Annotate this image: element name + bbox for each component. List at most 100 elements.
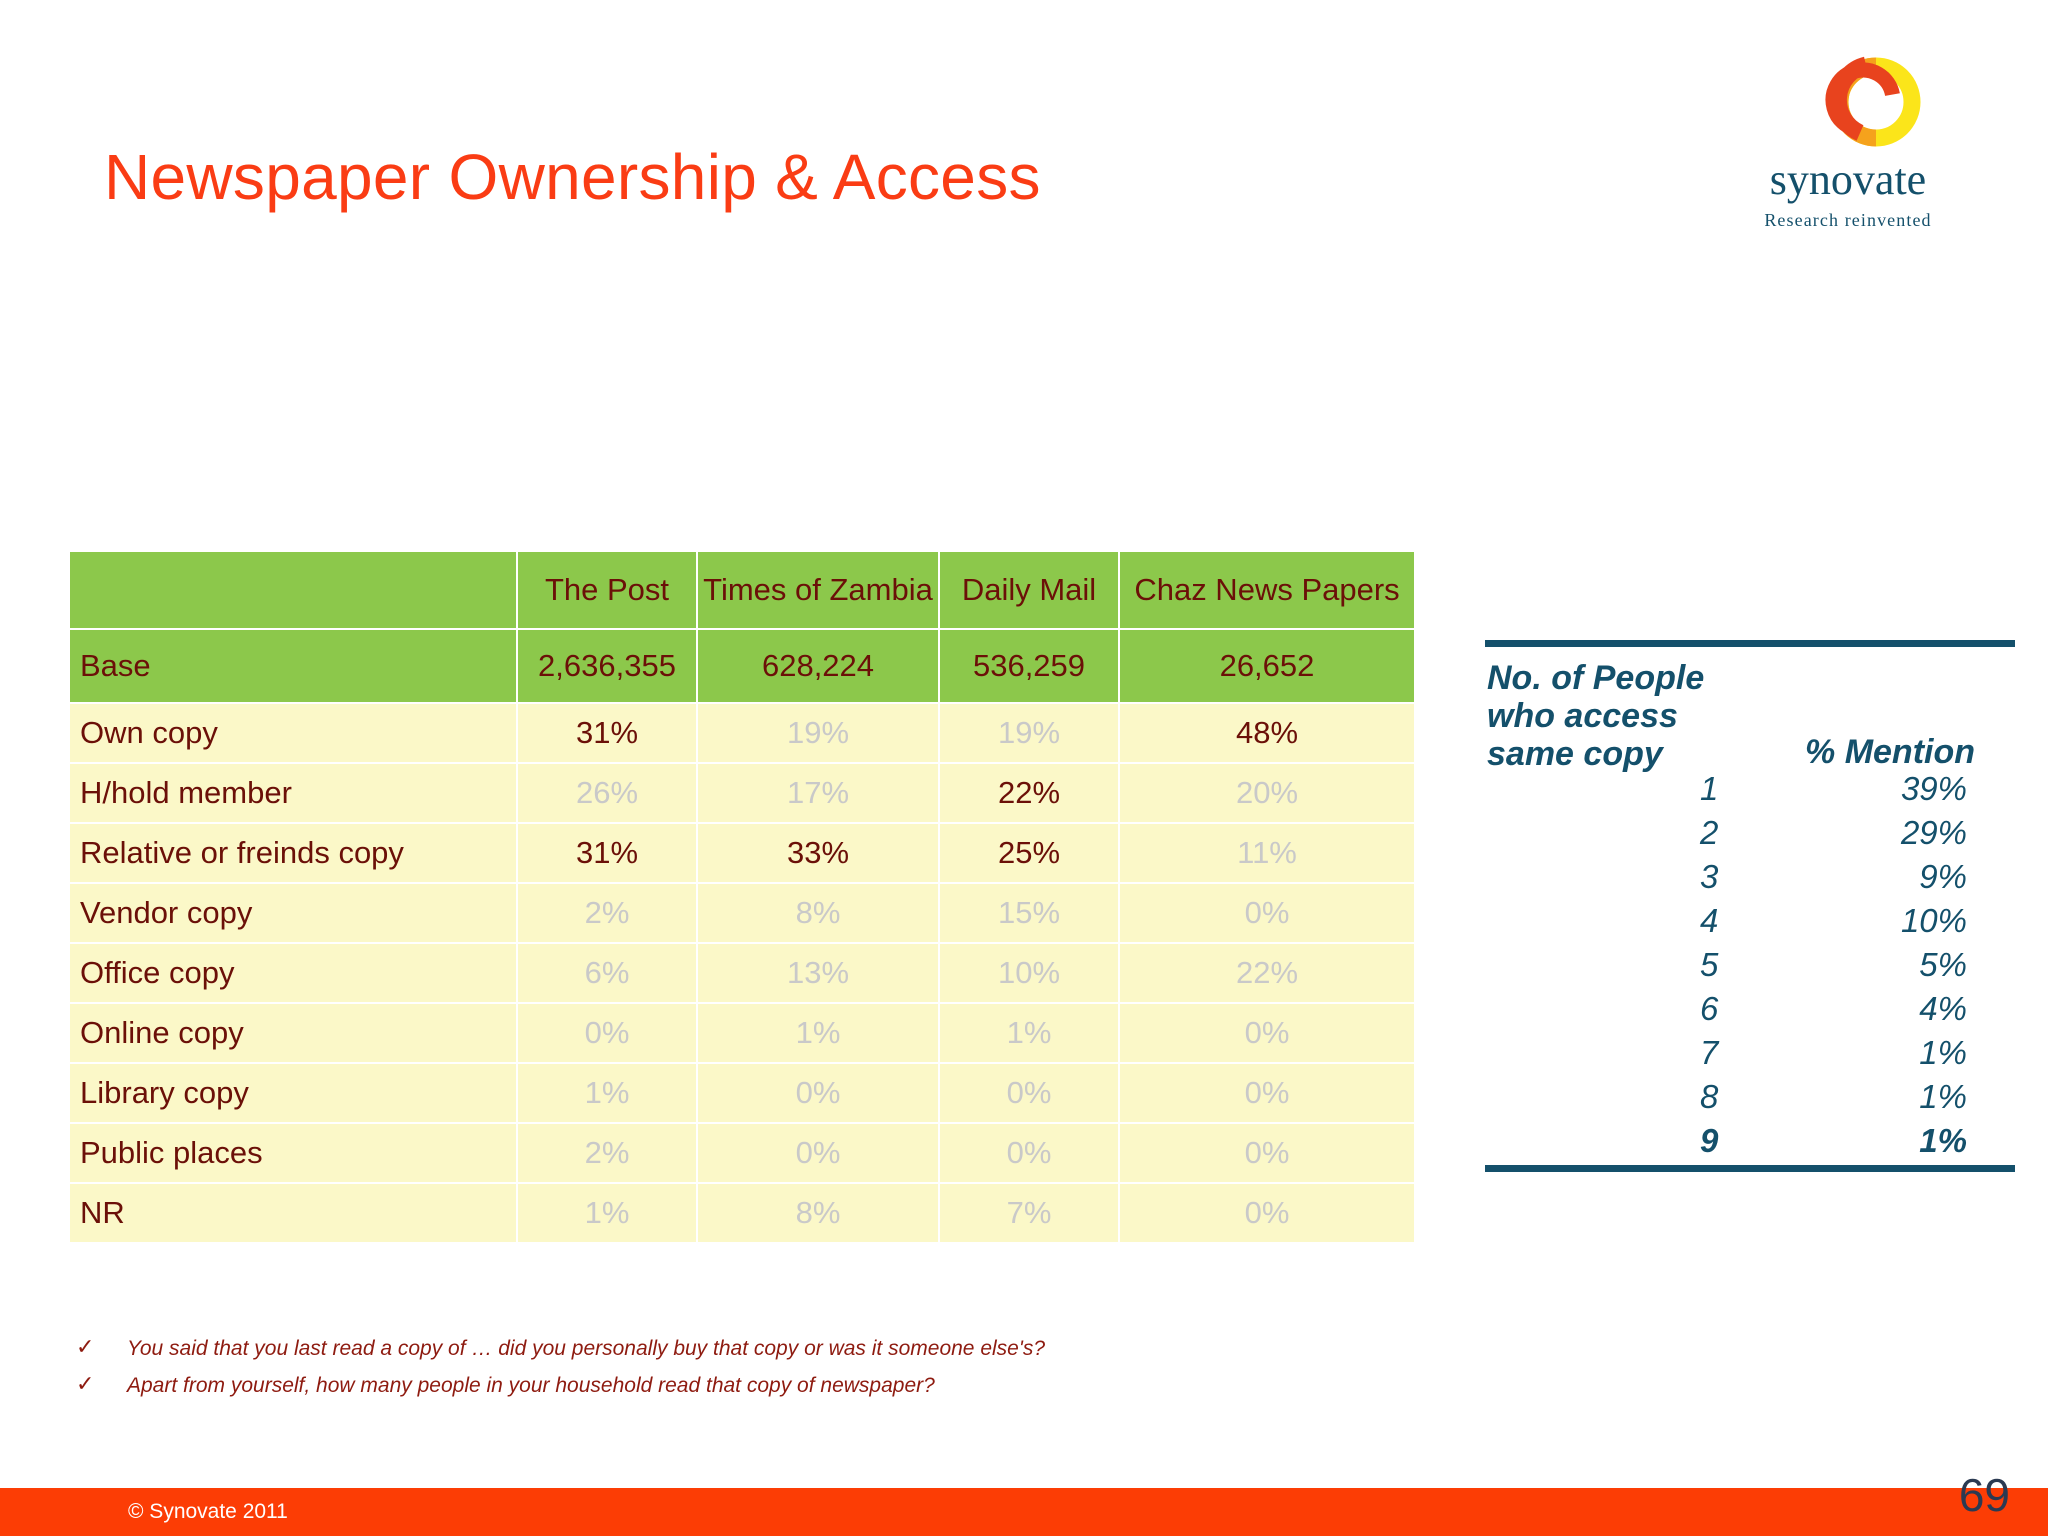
row-label-base: Base bbox=[70, 630, 516, 702]
data-cell: 0% bbox=[698, 1124, 938, 1182]
logo-tagline: Research reinvented bbox=[1764, 210, 1932, 230]
column-header-blank bbox=[70, 552, 516, 628]
access-percent: 1% bbox=[1919, 1034, 1967, 1071]
column-header-times-of-zambia: Times of Zambia bbox=[698, 552, 938, 628]
row-label: Relative or freinds copy bbox=[70, 824, 516, 882]
data-cell: 1% bbox=[518, 1064, 696, 1122]
access-count: 5 bbox=[1700, 946, 1719, 983]
table-row: Public places 2% 0% 0% 0% bbox=[70, 1124, 1414, 1182]
data-cell: 2% bbox=[518, 884, 696, 942]
row-label: Vendor copy bbox=[70, 884, 516, 942]
access-row: 2 29% bbox=[1485, 811, 2015, 855]
page-number: 69 bbox=[1958, 1469, 2010, 1521]
cell-base-daily-mail: 536,259 bbox=[940, 630, 1118, 702]
synovate-logo: synovate Research reinvented bbox=[1728, 54, 1968, 230]
data-cell: 25% bbox=[940, 824, 1118, 882]
footnote-text: You said that you last read a copy of … … bbox=[127, 1337, 1046, 1360]
row-label: Office copy bbox=[70, 944, 516, 1002]
access-count: 2 bbox=[1700, 814, 1719, 851]
cell-base-the-post: 2,636,355 bbox=[518, 630, 696, 702]
access-count: 6 bbox=[1700, 990, 1719, 1027]
data-cell: 0% bbox=[1120, 1184, 1414, 1242]
table-row: Library copy 1% 0% 0% 0% bbox=[70, 1064, 1414, 1122]
ownership-access-table: The Post Times of Zambia Daily Mail Chaz… bbox=[68, 550, 1416, 1244]
data-cell: 22% bbox=[1120, 944, 1414, 1002]
access-row: 3 9% bbox=[1485, 855, 2015, 899]
access-row: 7 1% bbox=[1485, 1031, 2015, 1075]
panel-rule-bottom bbox=[1485, 1165, 2015, 1172]
access-percent: 10% bbox=[1900, 902, 1967, 939]
access-count: 8 bbox=[1700, 1078, 1719, 1115]
data-cell: 1% bbox=[940, 1004, 1118, 1062]
access-count: 4 bbox=[1700, 902, 1719, 939]
table-row: Online copy 0% 1% 1% 0% bbox=[70, 1004, 1414, 1062]
row-label: H/hold member bbox=[70, 764, 516, 822]
table-body: Base 2,636,355 628,224 536,259 26,652 Ow… bbox=[70, 630, 1414, 1242]
access-count: 7 bbox=[1700, 1034, 1719, 1071]
data-cell: 0% bbox=[1120, 1064, 1414, 1122]
panel-heading-right: % Mention bbox=[1805, 733, 1975, 771]
access-table: 1 39% 2 29% 3 9% 4 10% 5 5% 6 4% bbox=[1485, 767, 2015, 1163]
column-header-chaz-news-papers: Chaz News Papers bbox=[1120, 552, 1414, 628]
row-label: Own copy bbox=[70, 704, 516, 762]
data-cell: 20% bbox=[1120, 764, 1414, 822]
synovate-ring-mark bbox=[1816, 54, 1926, 154]
data-cell: 10% bbox=[940, 944, 1118, 1002]
data-cell: 7% bbox=[940, 1184, 1118, 1242]
access-row: 5 5% bbox=[1485, 943, 2015, 987]
data-cell: 13% bbox=[698, 944, 938, 1002]
table-row-base: Base 2,636,355 628,224 536,259 26,652 bbox=[70, 630, 1414, 702]
data-cell: 31% bbox=[518, 704, 696, 762]
data-cell: 26% bbox=[518, 764, 696, 822]
cell-base-times-of-zambia: 628,224 bbox=[698, 630, 938, 702]
access-percent: 4% bbox=[1919, 990, 1967, 1027]
access-count: 1 bbox=[1700, 770, 1719, 807]
access-row: 6 4% bbox=[1485, 987, 2015, 1031]
row-label: Online copy bbox=[70, 1004, 516, 1062]
access-panel: No. of People who access same copy % Men… bbox=[1485, 640, 2015, 1172]
data-cell: 6% bbox=[518, 944, 696, 1002]
data-cell: 11% bbox=[1120, 824, 1414, 882]
data-cell: 8% bbox=[698, 1184, 938, 1242]
panel-rule-top bbox=[1485, 640, 2015, 647]
data-cell: 0% bbox=[1120, 1124, 1414, 1182]
data-cell: 0% bbox=[1120, 884, 1414, 942]
access-row: 1 39% bbox=[1485, 767, 2015, 811]
access-count: 9 bbox=[1700, 1122, 1719, 1159]
access-row: 8 1% bbox=[1485, 1075, 2015, 1119]
data-cell: 48% bbox=[1120, 704, 1414, 762]
data-cell: 17% bbox=[698, 764, 938, 822]
data-cell: 19% bbox=[698, 704, 938, 762]
data-cell: 8% bbox=[698, 884, 938, 942]
footnote-item: ✓ You said that you last read a copy of … bbox=[72, 1334, 1372, 1360]
footer-copyright: © Synovate 2011 bbox=[128, 1500, 288, 1523]
footnote-text: Apart from yourself, how many people in … bbox=[127, 1374, 935, 1397]
panel-heading: No. of People who access same copy % Men… bbox=[1485, 659, 2015, 773]
footnote-item: ✓ Apart from yourself, how many people i… bbox=[72, 1371, 1372, 1397]
table-row: Office copy 6% 13% 10% 22% bbox=[70, 944, 1414, 1002]
data-cell: 0% bbox=[698, 1064, 938, 1122]
column-header-the-post: The Post bbox=[518, 552, 696, 628]
table-row: H/hold member 26% 17% 22% 20% bbox=[70, 764, 1414, 822]
data-cell: 22% bbox=[940, 764, 1118, 822]
access-percent: 9% bbox=[1919, 858, 1967, 895]
table-row: Relative or freinds copy 31% 33% 25% 11% bbox=[70, 824, 1414, 882]
data-cell: 31% bbox=[518, 824, 696, 882]
access-percent: 1% bbox=[1919, 1078, 1967, 1115]
data-cell: 2% bbox=[518, 1124, 696, 1182]
access-row: 4 10% bbox=[1485, 899, 2015, 943]
row-label: Library copy bbox=[70, 1064, 516, 1122]
check-icon: ✓ bbox=[76, 1334, 95, 1359]
table-header-row: The Post Times of Zambia Daily Mail Chaz… bbox=[70, 552, 1414, 628]
table-row: NR 1% 8% 7% 0% bbox=[70, 1184, 1414, 1242]
data-cell: 0% bbox=[940, 1064, 1118, 1122]
check-icon: ✓ bbox=[76, 1371, 95, 1396]
row-label: Public places bbox=[70, 1124, 516, 1182]
data-cell: 0% bbox=[940, 1124, 1118, 1182]
data-cell: 0% bbox=[1120, 1004, 1414, 1062]
panel-heading-left: No. of People who access same copy bbox=[1487, 659, 1705, 774]
table-row: Vendor copy 2% 8% 15% 0% bbox=[70, 884, 1414, 942]
logo-wordmark: synovate bbox=[1769, 155, 1927, 204]
footnotes: ✓ You said that you last read a copy of … bbox=[72, 1334, 1372, 1412]
cell-base-chaz-news-papers: 26,652 bbox=[1120, 630, 1414, 702]
